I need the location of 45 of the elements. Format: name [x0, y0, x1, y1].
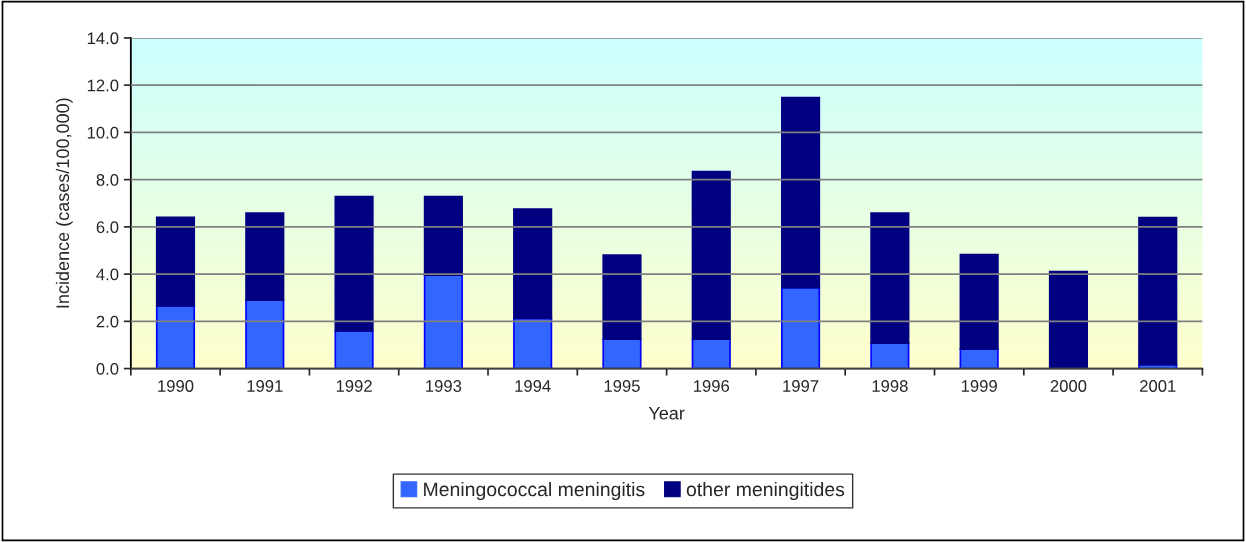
- bar: [155, 216, 196, 307]
- bar: [1048, 270, 1089, 369]
- y-tick-label: 6.0: [96, 221, 119, 234]
- bar: [513, 317, 553, 369]
- bar: [691, 338, 731, 369]
- y-tick-label: 14.0: [87, 32, 119, 45]
- x-tick-label: 1991: [247, 380, 283, 392]
- bar: [245, 212, 285, 301]
- bar: [780, 286, 821, 369]
- legend-label: Meningococcal meningitis: [424, 481, 645, 501]
- bar: [602, 254, 642, 341]
- x-tick-label: 1997: [783, 380, 819, 392]
- bar: [423, 195, 463, 276]
- bar: [155, 305, 196, 369]
- x-tick-label: 1995: [604, 380, 640, 392]
- x-tick-label: 2001: [1140, 380, 1176, 392]
- bar: [780, 96, 821, 289]
- y-tick-label: 4.0: [96, 268, 119, 281]
- bar: [334, 330, 374, 369]
- bar: [602, 338, 642, 369]
- y-axis-title: Incidence (cases/100,000): [55, 98, 73, 308]
- y-tick-label: 10.0: [87, 126, 119, 139]
- x-tick-label: 1990: [158, 380, 194, 392]
- x-axis-title: Year: [648, 406, 685, 420]
- legend-label: other meningitides: [686, 481, 845, 501]
- x-tick-label: 1999: [961, 380, 997, 392]
- x-tick-label: 1994: [515, 380, 551, 392]
- bar: [423, 274, 463, 369]
- bar: [691, 170, 731, 341]
- x-tick-label: 1992: [336, 380, 372, 392]
- x-tick-label: 2000: [1050, 380, 1087, 392]
- x-tick-label: 1996: [693, 380, 730, 392]
- x-tick-label: 1998: [872, 380, 908, 392]
- y-tick-label: 2.0: [96, 315, 119, 328]
- x-tick-label: 1993: [426, 380, 462, 392]
- bar: [1138, 216, 1178, 366]
- y-tick-label: 8.0: [96, 174, 119, 186]
- bar: [870, 342, 910, 369]
- bar: [959, 253, 999, 351]
- bar: [245, 299, 285, 369]
- y-tick-label: 0.0: [96, 362, 119, 375]
- bar: [334, 195, 374, 332]
- bar: [513, 208, 553, 320]
- bar: [870, 212, 910, 345]
- y-tick-label: 12.0: [87, 79, 119, 92]
